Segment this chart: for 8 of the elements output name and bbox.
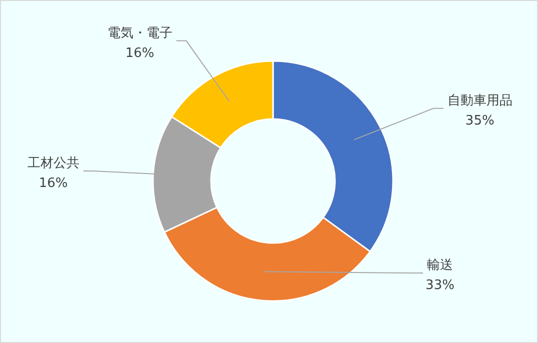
slice-label: 工材公共 [27, 156, 80, 171]
slice-label: 自動車用品 [447, 93, 512, 108]
data-label: 16% [38, 176, 68, 191]
data-label: 35% [465, 113, 494, 128]
slice-label: 輸送 [427, 258, 453, 273]
data-label: 16% [125, 46, 154, 61]
slice-label: 電気・電子 [107, 26, 172, 41]
data-label: 33% [426, 278, 454, 293]
